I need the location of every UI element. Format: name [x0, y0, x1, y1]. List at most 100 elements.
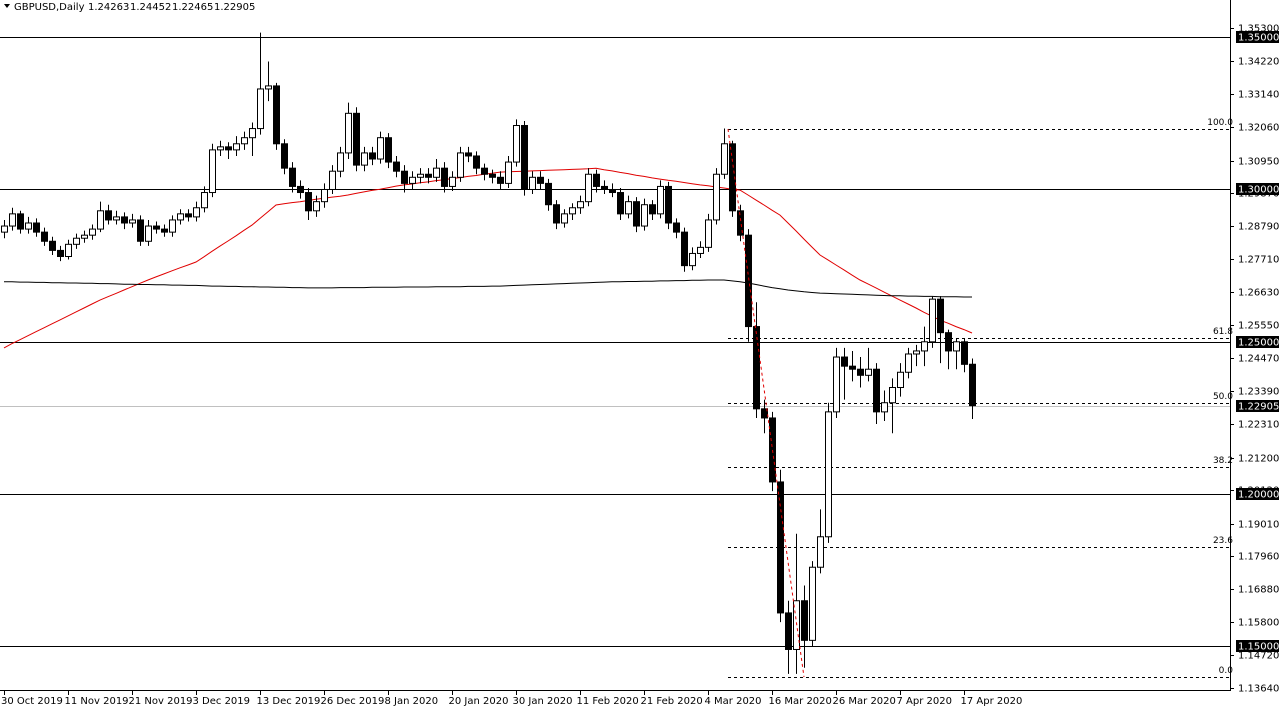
candle-body [697, 246, 704, 254]
plot-layer [1, 32, 976, 674]
candle-body [57, 249, 64, 258]
candle-body [929, 298, 936, 343]
y-tick-label: 1.32060 [1238, 123, 1279, 134]
candle-body [169, 219, 176, 233]
candle-body [161, 228, 168, 233]
y-tick-label: 1.15800 [1238, 618, 1279, 629]
candle-body [41, 231, 48, 242]
candle-body [465, 152, 472, 157]
y-tick-label: 1.14720 [1238, 651, 1279, 662]
candle-body [913, 350, 920, 355]
candle-body [153, 225, 160, 230]
x-tick-label: 26 Dec 2019 [321, 696, 385, 707]
level-box [1236, 640, 1279, 652]
level-label: 1.30000 [1238, 185, 1279, 196]
candle-body [25, 222, 32, 230]
candle-body [625, 201, 632, 215]
candle-body [9, 213, 16, 227]
candle-body [281, 143, 288, 169]
candle-body [865, 368, 872, 376]
y-tick-label: 1.16880 [1238, 585, 1279, 596]
candle-body [881, 402, 888, 413]
moving-average [4, 279, 972, 298]
candle-body [897, 371, 904, 388]
candle-body [65, 243, 72, 258]
candle-body [297, 185, 304, 194]
current-price-label: 1.22905 [1238, 402, 1279, 413]
candle-body [505, 161, 512, 184]
candle-body [905, 353, 912, 373]
candle-body [657, 185, 664, 215]
y-tick-label: 1.17960 [1238, 552, 1279, 563]
candle-body [345, 112, 352, 154]
candle-body [497, 176, 504, 184]
x-tick-label: 3 Dec 2019 [193, 696, 251, 707]
candle-body [241, 137, 248, 145]
candle-body [353, 112, 360, 166]
candle-body [121, 216, 128, 224]
candle-body [329, 170, 336, 190]
candle-body [777, 481, 784, 614]
candle-body [873, 368, 880, 413]
candle-body [185, 213, 192, 218]
candle-body [305, 192, 312, 212]
candle-body [433, 167, 440, 178]
candle-body [649, 204, 656, 215]
x-tick-label: 30 Jan 2020 [513, 696, 573, 707]
level-label: 1.25000 [1238, 338, 1279, 349]
candle-body [217, 146, 224, 151]
y-tick-label: 1.24470 [1238, 354, 1279, 365]
candle-body [33, 222, 40, 233]
candle-body [593, 173, 600, 187]
x-tick-label: 4 Mar 2020 [705, 696, 762, 707]
candle-body [833, 356, 840, 413]
candle-body [417, 173, 424, 178]
candle-body [441, 167, 448, 187]
candle-body [945, 332, 952, 352]
candle-body [937, 298, 944, 334]
header-high: 1.24452 [130, 2, 171, 13]
candle-body [721, 143, 728, 175]
candle-body [193, 207, 200, 218]
fib-label: 61.8 [1213, 327, 1233, 337]
header-icon [4, 4, 10, 8]
candle-body [633, 201, 640, 227]
candle-body [513, 125, 520, 163]
candle-body [705, 219, 712, 248]
x-tick-label: 17 Apr 2020 [961, 696, 1023, 707]
fib-trend-line [727, 128, 805, 678]
candle-body [729, 143, 736, 212]
candle-body [89, 228, 96, 236]
candle-body [673, 222, 680, 233]
candle-body [273, 85, 280, 145]
candle-body [201, 192, 208, 209]
candle-body [969, 363, 976, 407]
candle-body [361, 152, 368, 166]
candle-body [489, 173, 496, 178]
candle-body [209, 149, 216, 194]
x-tick-label: 11 Nov 2019 [65, 696, 129, 707]
y-tick-label: 1.13640 [1238, 684, 1279, 695]
header-low: 1.22465 [172, 2, 213, 13]
candle-body [921, 341, 928, 352]
y-tick-label: 1.23390 [1238, 387, 1279, 398]
y-tick-label: 1.19010 [1238, 520, 1279, 531]
x-tick-label: 20 Jan 2020 [449, 696, 509, 707]
y-tick-label: 1.35300 [1238, 24, 1279, 35]
candle-body [681, 231, 688, 267]
candle-body [561, 213, 568, 224]
level-box [1236, 31, 1279, 43]
current-price-box [1236, 400, 1279, 412]
candle-body [961, 341, 968, 365]
candle-body [313, 201, 320, 212]
candle-body [745, 234, 752, 328]
candle-body [105, 210, 112, 221]
candle-body [545, 182, 552, 206]
candle-body [585, 173, 592, 203]
candle-body [825, 411, 832, 538]
y-tick-label: 1.30950 [1238, 157, 1279, 168]
fib-label: 38.2 [1213, 456, 1233, 466]
candle-body [225, 146, 232, 151]
y-tick-label: 1.34220 [1238, 57, 1279, 68]
